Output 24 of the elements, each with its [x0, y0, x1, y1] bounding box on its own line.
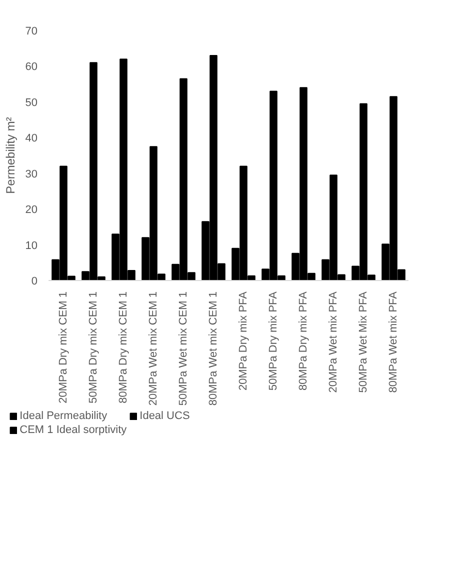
y-tick-label: 20: [25, 204, 38, 216]
y-tick-label: 0: [31, 276, 38, 288]
x-tick-label: 80MPa Dry mix PFA: [298, 290, 310, 391]
x-tick-label: 20MPa Dry mix CEM 1: [58, 291, 70, 404]
y-tick-label: 40: [25, 132, 38, 145]
x-tick-label: 20MPa Wet mix CEM 1: [148, 291, 160, 406]
y-tick-label: 10: [25, 240, 38, 252]
legend-label: Ideal Permeability: [20, 410, 108, 422]
x-tick-label: 50MPa Wet mix CEM 1: [178, 291, 190, 406]
legend-label: CEM 1 Ideal sorptivity: [20, 424, 127, 436]
x-tick-label: 80MPa Wet mix CEM 1: [208, 291, 220, 406]
x-tick-label: 50MPa Dry mix CEM 1: [88, 291, 100, 404]
x-tick-label: 80MPa Dry mix CEM 1: [118, 291, 130, 404]
y-tick-label: 50: [25, 96, 38, 109]
x-tick-label: 80MPa Wet mix PFA: [388, 290, 400, 393]
y-axis-title: Permebility m²: [3, 117, 18, 194]
x-tick-label: 20MPa Dry mix PFA: [238, 290, 250, 391]
y-tick-label: 60: [25, 61, 38, 74]
y-tick-label: 70: [25, 26, 38, 38]
x-tick-label: 50MPa Wet Mix PFA: [358, 290, 370, 393]
y-tick-label: 30: [25, 168, 38, 180]
x-tick-label: 20MPa Wet mix PFA: [328, 290, 340, 393]
x-tick-label: 50MPa Dry mix PFA: [268, 290, 280, 391]
legend-label: Ideal UCS: [140, 410, 190, 422]
